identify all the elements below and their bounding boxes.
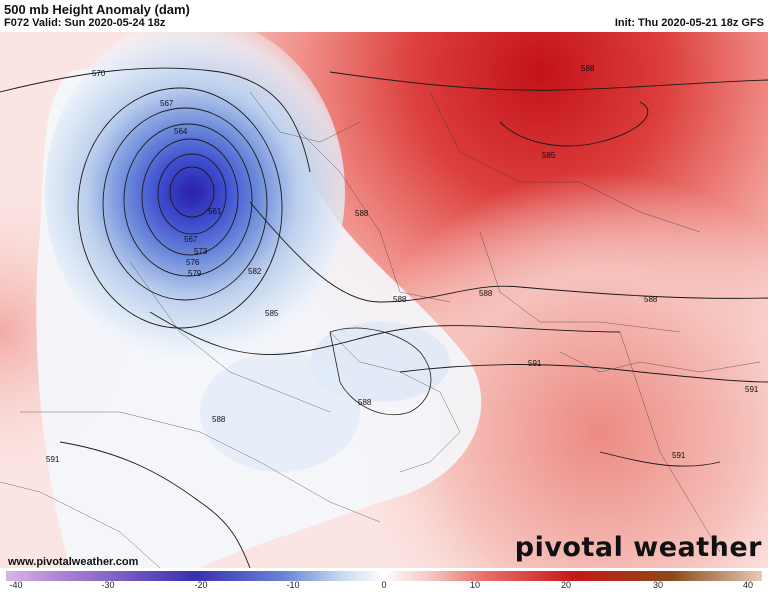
contour-label: 585 bbox=[542, 151, 556, 160]
contour-label: 564 bbox=[174, 127, 188, 136]
height-contours-low bbox=[77, 87, 283, 329]
contour-label: 588 bbox=[581, 64, 595, 73]
colorbar-tick: -40 bbox=[9, 580, 23, 590]
colorbar-tick: 0 bbox=[381, 580, 387, 590]
colorbar-tick: 30 bbox=[652, 580, 664, 590]
colorbar-tick: -10 bbox=[286, 580, 300, 590]
contour-label: 579 bbox=[188, 269, 202, 278]
contour-label: 591 bbox=[528, 359, 542, 368]
colorbar-tick: -20 bbox=[194, 580, 208, 590]
colorbar-tick: 40 bbox=[742, 580, 754, 590]
persian-gulf-coast bbox=[329, 327, 432, 416]
contour-label: 591 bbox=[46, 455, 60, 464]
valid-time-label: F072 Valid: Sun 2020-05-24 18z bbox=[4, 17, 166, 29]
contour-label: 576 bbox=[186, 258, 200, 267]
negative-anomaly-low bbox=[45, 32, 345, 367]
contour-label: 591 bbox=[672, 451, 686, 460]
contour-label: 582 bbox=[248, 267, 262, 276]
contour-label: 588 bbox=[393, 295, 407, 304]
contour-label: 573 bbox=[194, 247, 208, 256]
anomaly-map: 570 567 564 561 567 573 576 579 582 585 … bbox=[0, 32, 768, 568]
init-time-label: Init: Thu 2020-05-21 18z GFS bbox=[614, 17, 764, 29]
map-header: 500 mb Height Anomaly (dam) F072 Valid: … bbox=[0, 0, 768, 32]
height-contours-broad bbox=[0, 67, 768, 568]
contour-label: 561 bbox=[208, 207, 222, 216]
contour-label: 588 bbox=[358, 398, 372, 407]
contour-label: 591 bbox=[745, 385, 759, 394]
anomaly-colorbar: -40 -30 -20 -10 0 10 20 30 40 bbox=[0, 568, 768, 593]
contour-label: 567 bbox=[160, 99, 174, 108]
brand-logo: pivotal weather bbox=[514, 532, 762, 563]
contour-label: 588 bbox=[212, 415, 226, 424]
map-title: 500 mb Height Anomaly (dam) bbox=[4, 2, 190, 17]
colorbar-strip bbox=[6, 571, 762, 581]
contour-labels: 570 567 564 561 567 573 576 579 582 585 … bbox=[46, 64, 759, 464]
country-borders bbox=[0, 91, 761, 568]
contour-label: 588 bbox=[479, 289, 493, 298]
contour-label: 588 bbox=[355, 209, 369, 218]
website-url: www.pivotalweather.com bbox=[8, 556, 139, 568]
contour-label: 570 bbox=[92, 69, 106, 78]
arabia-negative-patch bbox=[200, 352, 360, 472]
contour-label: 588 bbox=[644, 295, 658, 304]
map-canvas: 570 567 564 561 567 573 576 579 582 585 … bbox=[0, 32, 768, 568]
colorbar-tick: -30 bbox=[101, 580, 115, 590]
contour-label: 567 bbox=[184, 235, 198, 244]
contour-label: 585 bbox=[265, 309, 279, 318]
colorbar-tick: 20 bbox=[560, 580, 572, 590]
colorbar-tick: 10 bbox=[469, 580, 481, 590]
